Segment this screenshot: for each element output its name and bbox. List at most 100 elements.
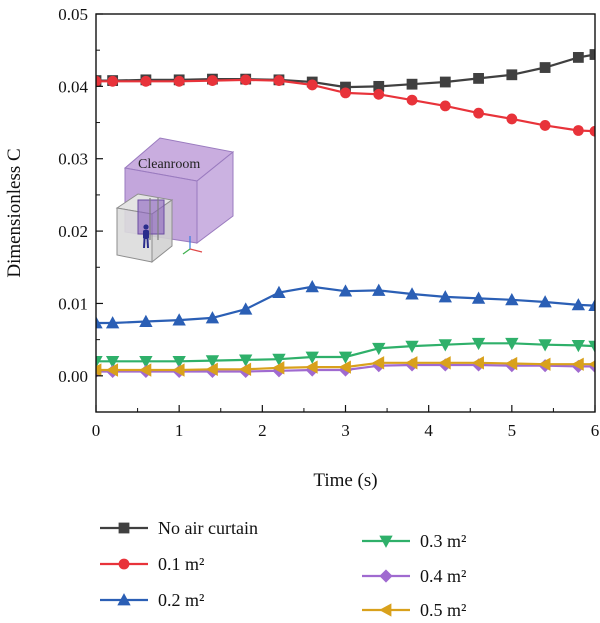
legend-item: 0.2 m² [100,590,204,610]
person-leg-icon [146,238,149,249]
data-point [438,356,451,370]
y-tick-label: 0.03 [58,150,88,169]
legend-item: 0.5 m² [362,600,466,620]
data-point [273,75,285,86]
data-point [305,279,319,293]
x-tick-label: 4 [424,421,433,440]
data-point [140,75,152,87]
data-point [139,363,152,377]
data-point [305,360,318,374]
y-tick-label: 0.00 [58,367,88,386]
legend-label: No air curtain [158,518,258,538]
data-point [372,283,386,296]
data-point [572,125,584,136]
data-point [105,355,120,369]
data-point [338,284,353,297]
data-point [139,355,153,369]
x-tick-label: 1 [175,421,184,440]
data-point [205,311,220,324]
y-tick-label: 0.04 [58,77,88,96]
data-point [272,353,286,367]
data-point [504,356,518,371]
data-point [405,340,419,353]
x-tick-label: 3 [341,421,350,440]
y-tick-label: 0.05 [58,5,88,24]
data-point [505,337,519,351]
data-point [539,120,551,131]
data-point [471,356,484,370]
legend-label: 0.1 m² [158,554,204,574]
axis-triad-x-icon [189,248,203,253]
data-point [371,356,385,370]
air-curtain-door [137,199,165,235]
legend-marker [379,603,392,617]
legend-label: 0.2 m² [158,590,204,610]
series-group [96,49,595,379]
legend-marker [117,593,131,606]
data-point [238,362,252,376]
cleanroom-box-side [196,150,234,244]
data-point [207,75,218,86]
data-point [471,291,486,304]
legend-marker [118,522,130,534]
person-head-icon [143,224,149,230]
data-point [340,87,351,99]
data-point [172,355,186,369]
person-body-icon [143,230,149,239]
legend-marker [379,569,393,583]
data-point [239,302,253,315]
x-tick-label: 2 [258,421,267,440]
data-point [473,73,484,84]
data-point [373,88,385,100]
data-point [405,287,419,300]
data-point [107,75,119,87]
data-point [439,100,451,112]
legend-item: 0.1 m² [100,554,204,574]
data-point [105,316,120,329]
data-point [506,113,518,125]
data-point [538,295,552,308]
x-axis-title: Time (s) [313,470,377,491]
data-point [205,362,218,376]
data-point [173,75,185,87]
data-point [96,363,102,377]
legend: No air curtain 0.1 m² 0.2 m² 0.3 m² 0.4 m² 0.… [100,518,466,620]
data-point [239,354,253,367]
data-point [205,355,220,368]
legend-marker [118,558,130,570]
data-point [588,340,595,353]
y-tick-label: 0.02 [58,222,88,241]
data-point [506,69,518,81]
data-point [406,78,418,90]
data-point [538,339,552,352]
cleanroom-inset-illustration: Cleanroom [115,137,235,264]
data-point [105,363,119,377]
data-point [538,357,551,371]
data-point [172,313,186,326]
data-point [505,293,519,306]
data-point [571,357,584,371]
data-point [338,351,353,364]
data-point [406,94,418,106]
data-point [473,107,484,119]
data-point [172,363,185,377]
data-point [96,355,103,369]
data-point [96,75,102,87]
legend-item: 0.4 m² [362,566,466,586]
data-point [439,76,451,88]
data-point [588,298,595,312]
data-point [438,290,452,303]
data-point [305,351,319,364]
person-leg-icon [143,238,146,249]
data-point [372,342,386,356]
data-point [571,340,586,353]
data-point [539,62,551,73]
inset-label: Cleanroom [138,157,200,172]
x-tick-label: 5 [508,421,517,440]
data-point [471,337,486,351]
data-point [272,361,285,375]
data-point [571,298,586,311]
data-point [240,74,252,86]
x-tick-label: 0 [92,421,101,440]
data-point [589,49,595,60]
